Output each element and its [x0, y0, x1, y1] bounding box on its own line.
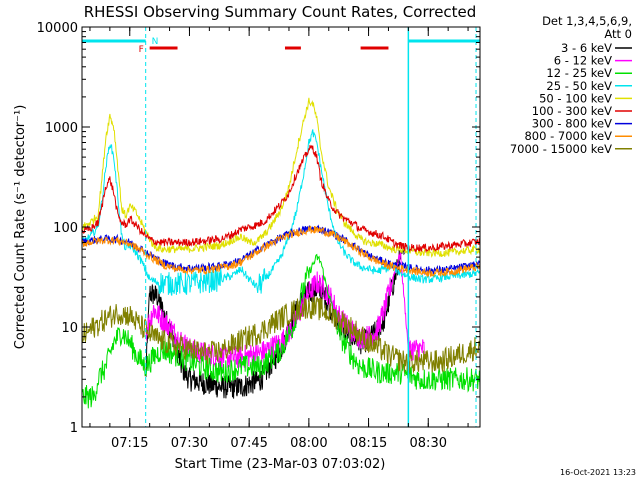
legend-label-4: 50 - 100 keV: [539, 91, 612, 105]
x-tick-label-0: 07:15: [111, 436, 148, 451]
series-line-4: [81, 97, 481, 258]
x-tick-label-2: 07:45: [230, 436, 267, 451]
plot-area: NF: [81, 26, 481, 428]
y-axis: 1 10 100 1000 10000: [37, 21, 480, 436]
series-line-8: [81, 296, 481, 374]
y-tick-label-3: 1000: [45, 121, 78, 136]
x-axis-label: Start Time (23-Mar-03 07:03:02): [175, 457, 386, 472]
flare-label: F: [139, 45, 144, 55]
x-tick-label-3: 08:00: [290, 436, 327, 451]
legend-label-0: 3 - 6 keV: [561, 41, 612, 55]
legend-label-3: 25 - 50 keV: [546, 79, 612, 93]
y-tick-label-2: 100: [53, 221, 78, 236]
legend-label-2: 12 - 25 keV: [546, 66, 612, 80]
y-axis-label: Corrected Count Rate (s⁻¹ detector⁻¹): [13, 105, 28, 350]
legend-label-8: 7000 - 15000 keV: [510, 142, 612, 156]
legend-label-6: 300 - 800 keV: [532, 117, 612, 131]
y-tick-label-1: 10: [61, 321, 78, 336]
x-axis: 07:15 07:30 07:45 08:00 08:15 08:30: [89, 27, 469, 451]
x-tick-label-1: 07:30: [171, 436, 208, 451]
series-line-7: [81, 225, 481, 278]
series-line-1: [145, 252, 425, 371]
legend-label-1: 6 - 12 keV: [554, 54, 612, 68]
chart-title: RHESSI Observing Summary Count Rates, Co…: [84, 3, 477, 21]
legend-header-line-1: Det 1,3,4,5,6,9,: [542, 14, 632, 28]
legend-label-5: 100 - 300 keV: [532, 104, 612, 118]
night-label: N: [152, 37, 159, 47]
x-tick-label-5: 08:30: [410, 436, 447, 451]
footer-date: 16-Oct-2021 13:23: [560, 468, 636, 477]
legend-header-line-2: Att 0: [604, 27, 632, 41]
x-tick-label-4: 08:15: [350, 436, 387, 451]
series-line-2: [81, 253, 481, 409]
plot-frame: [81, 26, 481, 428]
y-tick-label-4: 10000: [37, 21, 78, 36]
series-line-5: [81, 144, 481, 254]
y-tick-label-0: 1: [70, 421, 78, 436]
series-line-3: [81, 129, 481, 296]
legend-label-7: 800 - 7000 keV: [524, 129, 612, 143]
